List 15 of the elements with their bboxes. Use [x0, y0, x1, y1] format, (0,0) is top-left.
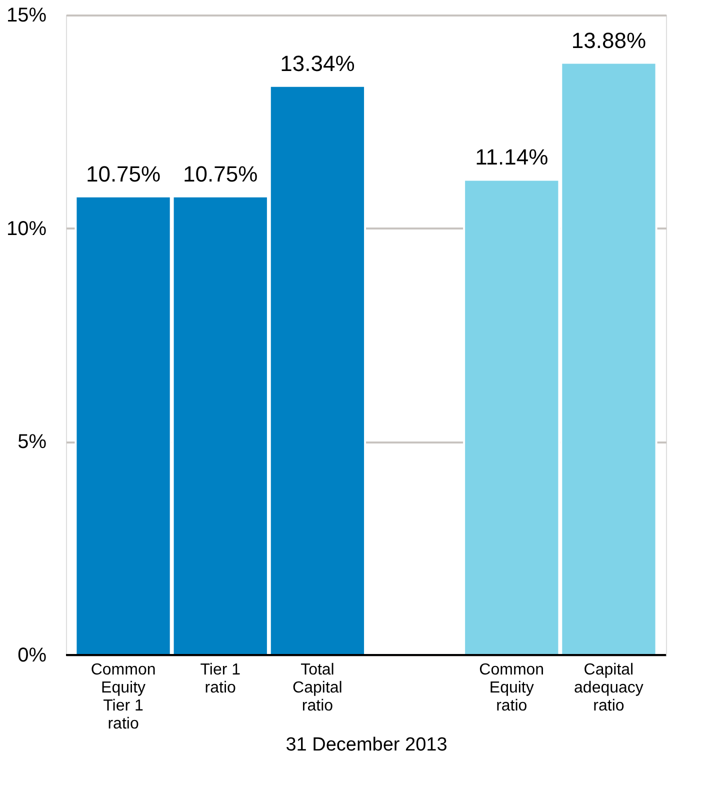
x-tick-label: Capital adequacy ratio: [574, 662, 644, 714]
x-tick-label: Tier 1 ratio: [200, 662, 241, 696]
data-label: 10.75%: [183, 161, 258, 186]
data-label: 11.14%: [475, 144, 548, 170]
y-tick-label: 0%: [18, 644, 47, 666]
data-label: 13.34%: [280, 50, 355, 76]
data-label: 10.75%: [86, 161, 161, 186]
x-tick-label: Common Equity ratio: [479, 662, 544, 714]
y-tick-label: 15%: [6, 4, 47, 26]
x-tick-label: Common Equity Tier 1 ratio: [90, 662, 156, 732]
y-tick-label: 5%: [18, 431, 47, 454]
data-label: 13.88%: [571, 28, 646, 53]
x-axis-title: 31 December 2013: [286, 734, 448, 756]
y-tick-label: 10%: [6, 218, 47, 240]
x-tick-label: Total Capital ratio: [292, 662, 342, 714]
